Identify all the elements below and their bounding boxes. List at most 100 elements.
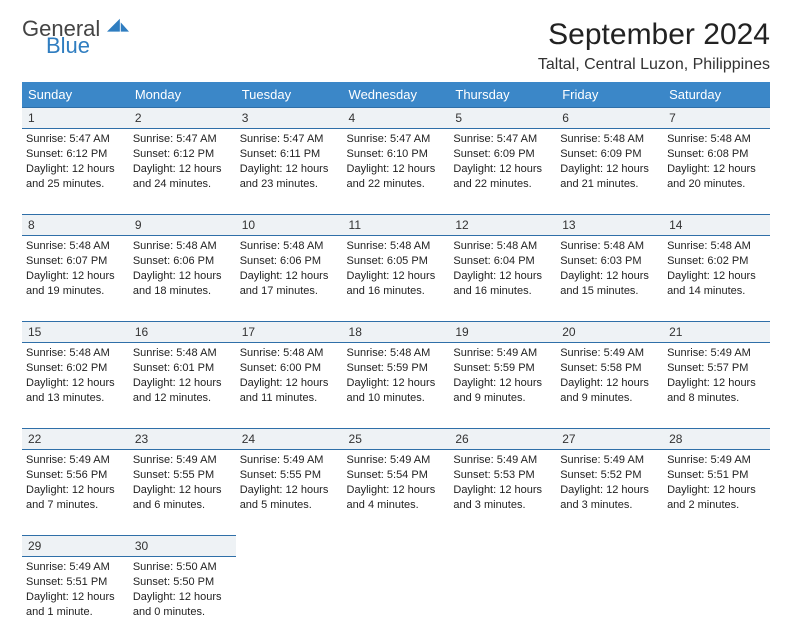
sunrise-text: Sunrise: 5:49 AM <box>560 346 659 361</box>
day-cell <box>236 557 343 643</box>
sunset-text: Sunset: 6:04 PM <box>453 254 552 269</box>
day-number: 24 <box>236 429 343 450</box>
d1-text: Daylight: 12 hours <box>133 162 232 177</box>
daynum-row: 891011121314 <box>22 215 770 236</box>
sunset-text: Sunset: 6:01 PM <box>133 361 232 376</box>
sunset-text: Sunset: 6:05 PM <box>347 254 446 269</box>
day-cell: Sunrise: 5:48 AMSunset: 6:06 PMDaylight:… <box>236 236 343 322</box>
day-cell: Sunrise: 5:48 AMSunset: 6:03 PMDaylight:… <box>556 236 663 322</box>
d2-text: and 16 minutes. <box>453 284 552 299</box>
d1-text: Daylight: 12 hours <box>347 162 446 177</box>
day-number: 15 <box>22 322 129 343</box>
sunset-text: Sunset: 5:58 PM <box>560 361 659 376</box>
sunrise-text: Sunrise: 5:48 AM <box>667 132 766 147</box>
day-number: 7 <box>663 108 770 129</box>
day-header: Monday <box>129 82 236 108</box>
sunset-text: Sunset: 6:02 PM <box>667 254 766 269</box>
d2-text: and 20 minutes. <box>667 177 766 192</box>
day-cell <box>663 557 770 643</box>
sunset-text: Sunset: 6:12 PM <box>133 147 232 162</box>
d2-text: and 5 minutes. <box>240 498 339 513</box>
daynum-row: 2930 <box>22 536 770 557</box>
d1-text: Daylight: 12 hours <box>667 483 766 498</box>
day-header: Thursday <box>449 82 556 108</box>
d1-text: Daylight: 12 hours <box>560 376 659 391</box>
day-number: 2 <box>129 108 236 129</box>
d2-text: and 4 minutes. <box>347 498 446 513</box>
week-row: Sunrise: 5:48 AMSunset: 6:07 PMDaylight:… <box>22 236 770 322</box>
d2-text: and 24 minutes. <box>133 177 232 192</box>
day-cell: Sunrise: 5:47 AMSunset: 6:10 PMDaylight:… <box>343 129 450 215</box>
day-cell: Sunrise: 5:47 AMSunset: 6:11 PMDaylight:… <box>236 129 343 215</box>
d1-text: Daylight: 12 hours <box>453 483 552 498</box>
day-cell <box>343 557 450 643</box>
day-cell: Sunrise: 5:48 AMSunset: 6:07 PMDaylight:… <box>22 236 129 322</box>
day-header: Friday <box>556 82 663 108</box>
day-number: 28 <box>663 429 770 450</box>
page-subtitle: Taltal, Central Luzon, Philippines <box>538 56 770 74</box>
day-header: Sunday <box>22 82 129 108</box>
d2-text: and 13 minutes. <box>26 391 125 406</box>
sunrise-text: Sunrise: 5:47 AM <box>26 132 125 147</box>
day-number: 6 <box>556 108 663 129</box>
d1-text: Daylight: 12 hours <box>347 269 446 284</box>
day-cell: Sunrise: 5:48 AMSunset: 6:02 PMDaylight:… <box>663 236 770 322</box>
sunset-text: Sunset: 6:09 PM <box>453 147 552 162</box>
day-number: 5 <box>449 108 556 129</box>
day-cell: Sunrise: 5:47 AMSunset: 6:12 PMDaylight:… <box>22 129 129 215</box>
day-cell: Sunrise: 5:48 AMSunset: 6:01 PMDaylight:… <box>129 343 236 429</box>
daynum-row: 22232425262728 <box>22 429 770 450</box>
day-cell: Sunrise: 5:49 AMSunset: 5:55 PMDaylight:… <box>236 450 343 536</box>
day-cell: Sunrise: 5:48 AMSunset: 6:04 PMDaylight:… <box>449 236 556 322</box>
week-row: Sunrise: 5:49 AM Sunset: 5:56 PM Daylight:… <box>22 450 770 536</box>
day-cell <box>556 557 663 643</box>
sunrise-text: Sunrise: 5:48 AM <box>560 239 659 254</box>
d2-text: and 8 minutes. <box>667 391 766 406</box>
d2-text: and 16 minutes. <box>347 284 446 299</box>
d2-text: and 17 minutes. <box>240 284 339 299</box>
sunset-text: Sunset: 6:12 PM <box>26 147 125 162</box>
logo-triangle-icon <box>107 18 129 36</box>
sunset-text: Sunset: 6:03 PM <box>560 254 659 269</box>
d1-text: Daylight: 12 hours <box>240 162 339 177</box>
day-cell: Sunrise: 5:48 AMSunset: 6:00 PMDaylight:… <box>236 343 343 429</box>
d1-text: Daylight: 12 hours <box>240 483 339 498</box>
d1-text: Daylight: 12 hours <box>26 269 125 284</box>
sunset-text: Sunset: 5:53 PM <box>453 468 552 483</box>
sunset-text: Sunset: 5:52 PM <box>560 468 659 483</box>
day-number: 3 <box>236 108 343 129</box>
d1-text: Daylight: 12 hours <box>347 376 446 391</box>
day-cell: Sunrise: 5:48 AMSunset: 6:02 PMDaylight:… <box>22 343 129 429</box>
day-number: 10 <box>236 215 343 236</box>
d1-text: Daylight: 12 hours <box>560 483 659 498</box>
daynum-row: 15161718192021 <box>22 322 770 343</box>
d1-text: Daylight: 12 hours <box>133 376 232 391</box>
sunset-text: Sunset: 5:59 PM <box>453 361 552 376</box>
day-number: 9 <box>129 215 236 236</box>
sunrise-text: Sunrise: 5:49 AM <box>240 453 339 468</box>
day-number: 19 <box>449 322 556 343</box>
page-title: September 2024 <box>538 18 770 52</box>
day-cell: Sunrise: 5:48 AMSunset: 6:05 PMDaylight:… <box>343 236 450 322</box>
d2-text: and 2 minutes. <box>667 498 766 513</box>
week-row: Sunrise: 5:47 AMSunset: 6:12 PMDaylight:… <box>22 129 770 215</box>
sunset-text: Sunset: 6:08 PM <box>667 147 766 162</box>
day-cell: Sunrise: 5:49 AMSunset: 5:59 PMDaylight:… <box>449 343 556 429</box>
sunset-text: Sunset: 5:56 PM <box>26 468 125 483</box>
sunrise-text: Sunrise: 5:48 AM <box>667 239 766 254</box>
day-number <box>343 536 450 557</box>
sunrise-text: Sunrise: 5:49 AM <box>560 453 659 468</box>
d2-text: and 18 minutes. <box>133 284 232 299</box>
d2-text: and 14 minutes. <box>667 284 766 299</box>
sunrise-text: Sunrise: 5:48 AM <box>560 132 659 147</box>
logo: General Blue <box>22 18 129 57</box>
d2-text: and 3 minutes. <box>453 498 552 513</box>
d1-text: Daylight: 12 hours <box>133 269 232 284</box>
sunrise-text: Sunrise: 5:47 AM <box>347 132 446 147</box>
page-header: General Blue September 2024 Taltal, Cent… <box>22 18 770 74</box>
day-number: 12 <box>449 215 556 236</box>
day-number <box>236 536 343 557</box>
day-cell: Sunrise: 5:49 AMSunset: 5:53 PMDaylight:… <box>449 450 556 536</box>
d1-text: Daylight: 12 hours <box>26 590 125 605</box>
daynum-row: 1234567 <box>22 108 770 129</box>
